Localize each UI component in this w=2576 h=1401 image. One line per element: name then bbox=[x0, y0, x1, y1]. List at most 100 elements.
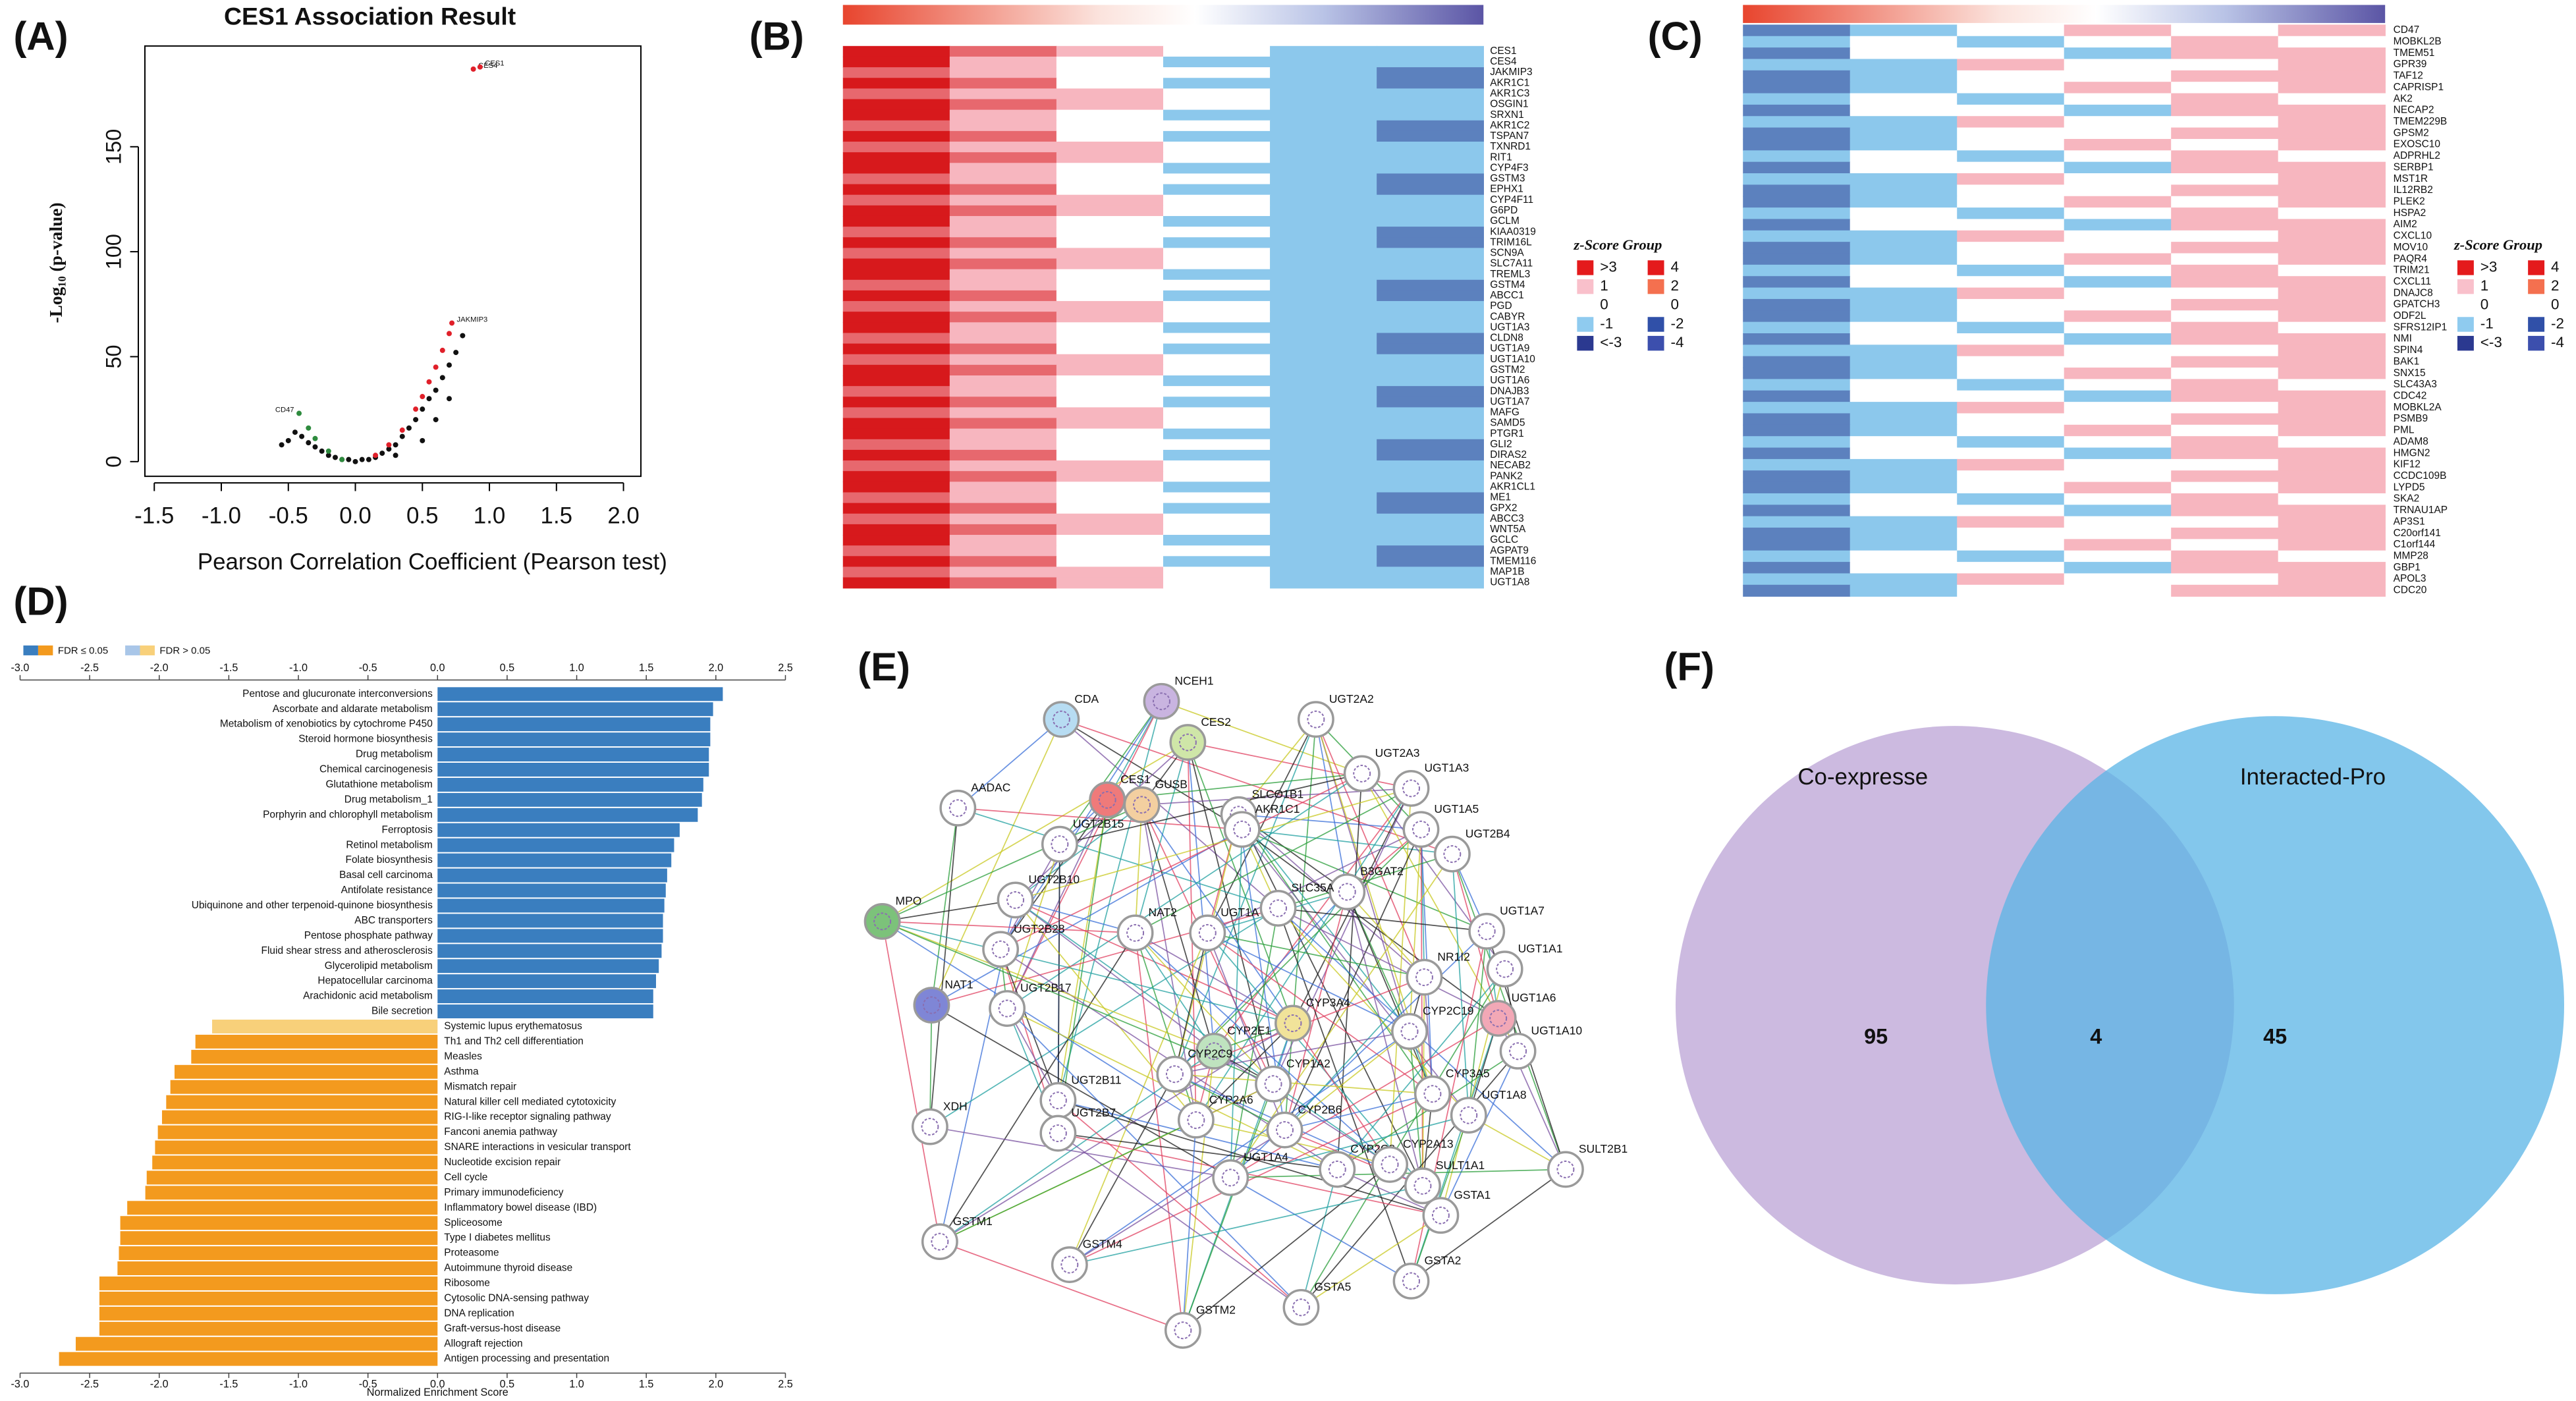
node-core bbox=[1381, 1155, 1399, 1174]
heat-cell bbox=[1270, 109, 1377, 121]
heat-cell bbox=[949, 354, 1057, 366]
heat-cell bbox=[842, 45, 950, 57]
row-label: SERBP1 bbox=[2394, 161, 2434, 173]
node bbox=[1343, 755, 1381, 792]
heat-cell bbox=[842, 205, 950, 217]
heat-cell bbox=[949, 227, 1057, 238]
edge bbox=[1207, 719, 1317, 933]
heat-cell bbox=[949, 45, 1057, 57]
row-label: TMEM51 bbox=[2394, 47, 2435, 59]
edge bbox=[931, 719, 1062, 1006]
x-tick-label: 2.5 bbox=[778, 1378, 793, 1390]
row-label: CXCL10 bbox=[2394, 231, 2432, 242]
row-label: CXCL11 bbox=[2394, 276, 2431, 287]
node-label: GUSB bbox=[1155, 778, 1188, 791]
heat-cell bbox=[1743, 230, 1851, 242]
point bbox=[312, 435, 318, 441]
edge bbox=[1284, 1031, 1410, 1131]
heat-cell bbox=[1270, 78, 1377, 90]
heat-cell bbox=[2278, 116, 2386, 128]
row-label: ADPRHL2 bbox=[2394, 150, 2440, 161]
node-label: UGT2B7 bbox=[1071, 1106, 1116, 1119]
node-label: UGT1A6 bbox=[1512, 991, 1556, 1004]
heat-cell bbox=[1270, 503, 1377, 514]
heat-cell bbox=[1163, 439, 1271, 451]
node bbox=[1116, 914, 1154, 952]
category-label: Mismatch repair bbox=[444, 1081, 516, 1092]
heat-cell bbox=[1850, 584, 1958, 597]
row-label: GCLC bbox=[1490, 534, 1518, 545]
node-core bbox=[1049, 1124, 1067, 1143]
heat-cell bbox=[2278, 242, 2386, 254]
heat-cell bbox=[1957, 470, 2065, 483]
node bbox=[1143, 682, 1180, 720]
row-label: GPSM2 bbox=[2394, 127, 2429, 138]
heat-cell bbox=[1163, 312, 1271, 323]
heat-cell bbox=[2171, 516, 2279, 528]
heat-cell bbox=[2064, 207, 2172, 220]
node-core bbox=[1269, 899, 1288, 918]
x-axis-label: Pearson Correlation Coefficient (Pearson… bbox=[198, 549, 667, 575]
heat-cell bbox=[1957, 161, 2065, 174]
legend-swatch bbox=[2528, 260, 2545, 275]
bar bbox=[437, 868, 667, 883]
heat-cell bbox=[949, 67, 1057, 78]
legend-swatch bbox=[2528, 335, 2545, 351]
heat-cell bbox=[842, 513, 950, 525]
edge bbox=[1423, 977, 1433, 1094]
heat-cell bbox=[1850, 298, 1958, 312]
point bbox=[433, 417, 439, 423]
heat-cell bbox=[2278, 481, 2386, 494]
heat-cell bbox=[1163, 279, 1271, 291]
node-label: CYP2C19 bbox=[1423, 1004, 1474, 1018]
heat-cell bbox=[1056, 109, 1164, 121]
edge bbox=[1207, 932, 1410, 1032]
heat-cell bbox=[1056, 460, 1164, 472]
heat-cell bbox=[2278, 230, 2386, 242]
heat-cell bbox=[1163, 343, 1271, 355]
heat-cell bbox=[949, 343, 1057, 355]
heat-cell bbox=[1957, 539, 2065, 551]
bar bbox=[174, 1064, 438, 1079]
heat-cell bbox=[2171, 150, 2279, 163]
heat-cell bbox=[949, 577, 1057, 589]
edge bbox=[1141, 804, 1215, 1052]
legend-label: <-3 bbox=[1600, 334, 1622, 350]
heat-cell bbox=[1850, 36, 1958, 48]
heat-cell bbox=[949, 205, 1057, 217]
heat-cell bbox=[2171, 368, 2279, 380]
heat-cell bbox=[2278, 470, 2386, 483]
category-label: Arachidonic acid metabolism bbox=[303, 991, 433, 1002]
point bbox=[433, 364, 439, 370]
edge bbox=[1411, 1168, 1566, 1282]
heat-cell bbox=[1957, 104, 2065, 117]
node bbox=[1499, 1032, 1537, 1070]
bar bbox=[437, 808, 698, 822]
heat-cell bbox=[842, 194, 950, 206]
x-tick-label: 0.0 bbox=[430, 662, 445, 674]
node bbox=[1329, 873, 1366, 910]
x-tick-label: 2.5 bbox=[778, 662, 793, 674]
heat-cell bbox=[842, 407, 950, 419]
heat-cell bbox=[2278, 59, 2386, 71]
edge bbox=[1213, 1051, 1390, 1165]
edge bbox=[1467, 931, 1488, 1116]
node-core bbox=[1307, 710, 1325, 728]
node-core bbox=[1205, 1042, 1223, 1060]
node-label: SULT2B1 bbox=[1579, 1142, 1628, 1155]
heat-cell bbox=[1270, 566, 1377, 578]
heat-cell bbox=[949, 322, 1057, 334]
node-core bbox=[1221, 1168, 1240, 1187]
heat-cell bbox=[1743, 287, 1851, 300]
heat-cell bbox=[1163, 449, 1271, 461]
bar bbox=[212, 1019, 438, 1033]
heat-cell bbox=[2171, 70, 2279, 82]
heat-cell bbox=[2278, 310, 2386, 323]
heat-cell bbox=[1056, 354, 1164, 366]
x-tick-label: 0.0 bbox=[430, 1378, 445, 1390]
heat-cell bbox=[2278, 276, 2386, 288]
heat-cell bbox=[1163, 194, 1271, 206]
category-label: Chemical carcinogenesis bbox=[319, 764, 433, 775]
heat-cell bbox=[842, 184, 950, 196]
